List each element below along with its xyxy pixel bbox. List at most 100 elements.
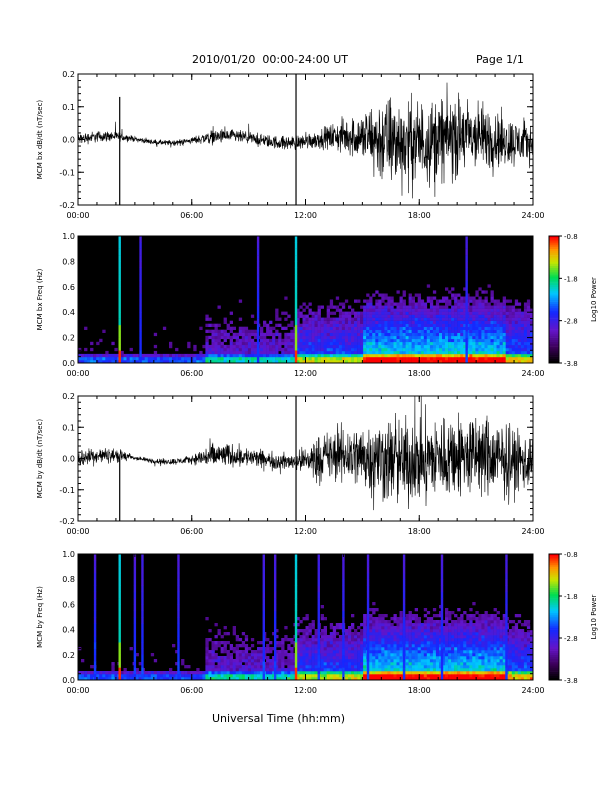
spectrogram-cell bbox=[260, 665, 264, 669]
spectrogram-cell bbox=[420, 360, 425, 364]
spectrogram-cell bbox=[372, 360, 376, 364]
band-segment bbox=[262, 579, 265, 586]
spectrogram-cell bbox=[305, 626, 309, 630]
spectrogram-cell bbox=[172, 644, 176, 648]
spectrogram-cell bbox=[338, 668, 343, 672]
spectrogram-cell bbox=[530, 350, 534, 355]
spectrogram-cell bbox=[320, 674, 324, 678]
spectrogram-cell bbox=[426, 641, 431, 645]
spectrogram-cell bbox=[372, 308, 376, 312]
spectrogram-cell bbox=[502, 626, 506, 630]
spectrogram-cell bbox=[478, 296, 482, 300]
spectrogram-cell bbox=[499, 659, 503, 663]
spectrogram-cell bbox=[78, 671, 82, 675]
band-segment bbox=[118, 661, 121, 668]
spectrogram-cell bbox=[181, 353, 185, 358]
spectrogram-cell bbox=[214, 357, 218, 361]
spectrogram-cell bbox=[478, 317, 482, 321]
spectrogram-cell bbox=[417, 656, 421, 660]
spectrogram-cell bbox=[217, 629, 221, 633]
spectrogram-cell bbox=[211, 360, 215, 364]
spectrogram-cell bbox=[432, 308, 437, 312]
spectrogram-cell bbox=[150, 677, 155, 681]
spectrogram-cell bbox=[530, 644, 534, 648]
spectrogram-cell bbox=[490, 662, 494, 666]
spectrogram-cell bbox=[348, 344, 352, 349]
spectrogram-cell bbox=[275, 329, 279, 333]
band-segment bbox=[366, 629, 370, 637]
spectrogram-cell bbox=[211, 674, 215, 678]
spectrogram-cell bbox=[338, 626, 343, 630]
spectrogram-cell bbox=[417, 317, 421, 321]
band-segment bbox=[273, 654, 277, 662]
spectrogram-cell bbox=[329, 350, 334, 355]
band-segment bbox=[139, 286, 142, 294]
band-segment bbox=[273, 560, 277, 567]
colorbar-segment bbox=[549, 354, 559, 357]
spectrogram-cell bbox=[320, 665, 324, 669]
spectrogram-cell bbox=[272, 326, 276, 330]
spectrogram-cell bbox=[223, 671, 227, 675]
spectrogram-cell bbox=[454, 357, 458, 361]
spectrogram-cell bbox=[338, 671, 343, 675]
spectrogram-cell bbox=[484, 629, 488, 633]
spectrogram-cell bbox=[363, 632, 367, 636]
spectrogram-cell bbox=[475, 341, 479, 346]
spectrogram-cell bbox=[305, 635, 309, 639]
spectrogram-cell bbox=[311, 665, 315, 669]
spectrogram-cell bbox=[369, 638, 373, 642]
spectrogram-cell bbox=[351, 311, 355, 315]
spectrogram-cell bbox=[511, 353, 516, 358]
spectrogram-cell bbox=[472, 338, 476, 343]
spectrogram-cell bbox=[439, 647, 443, 651]
spectrogram-cell bbox=[314, 638, 318, 642]
spectrogram-cell bbox=[478, 353, 482, 358]
spectrogram-cell bbox=[475, 317, 479, 321]
spectrogram-cell bbox=[502, 638, 506, 642]
spectrogram-cell bbox=[217, 335, 221, 340]
colorbar-segment bbox=[549, 305, 559, 309]
spectrogram-cell bbox=[502, 665, 506, 669]
spectrogram-cell bbox=[408, 662, 412, 666]
spectrogram-cell bbox=[196, 671, 200, 675]
spectrogram-cell bbox=[442, 305, 446, 309]
spectrogram-cell bbox=[493, 668, 497, 672]
spectrogram-cell bbox=[526, 338, 531, 343]
spectrogram-cell bbox=[205, 314, 209, 318]
spectrogram-cell bbox=[275, 629, 279, 633]
spectrogram-cell bbox=[332, 326, 337, 330]
spectrogram-cell bbox=[241, 350, 246, 355]
spectrogram-cell bbox=[405, 677, 409, 681]
spectrogram-cell bbox=[517, 326, 522, 330]
spectrogram-cell bbox=[457, 341, 461, 346]
spectrogram-cell bbox=[150, 674, 155, 678]
spectrogram-cell bbox=[454, 620, 458, 624]
spectrogram-cell bbox=[448, 611, 452, 615]
spectrogram-cell bbox=[348, 353, 352, 358]
spectrogram-cell bbox=[217, 659, 221, 663]
spectrogram-cell bbox=[314, 647, 318, 651]
spectrogram-cell bbox=[344, 671, 349, 675]
spectrogram-cell bbox=[351, 671, 355, 675]
spectrogram-cell bbox=[351, 677, 355, 681]
band-segment bbox=[342, 572, 345, 580]
spectrogram-cell bbox=[451, 353, 455, 358]
spectrogram-cell bbox=[514, 317, 519, 321]
spectrogram-cell bbox=[472, 650, 476, 654]
spectrogram-cell bbox=[429, 308, 434, 312]
band-segment bbox=[317, 610, 320, 618]
spectrogram-cell bbox=[426, 317, 431, 321]
spectrogram-cell bbox=[505, 347, 509, 352]
spectrogram-cell bbox=[499, 641, 503, 645]
spectrogram-cell bbox=[496, 329, 500, 333]
spectrogram-cell bbox=[351, 650, 355, 654]
spectrogram-cell bbox=[329, 659, 334, 663]
spectrogram-cell bbox=[408, 635, 412, 639]
spectrogram-cell bbox=[387, 320, 391, 324]
band-segment bbox=[133, 623, 137, 630]
spectrogram-cell bbox=[375, 671, 379, 675]
spectrogram-cell bbox=[335, 623, 340, 627]
spectrogram-cell bbox=[466, 293, 470, 297]
spectrogram-cell bbox=[466, 350, 470, 355]
spectrogram-cell bbox=[323, 347, 327, 352]
